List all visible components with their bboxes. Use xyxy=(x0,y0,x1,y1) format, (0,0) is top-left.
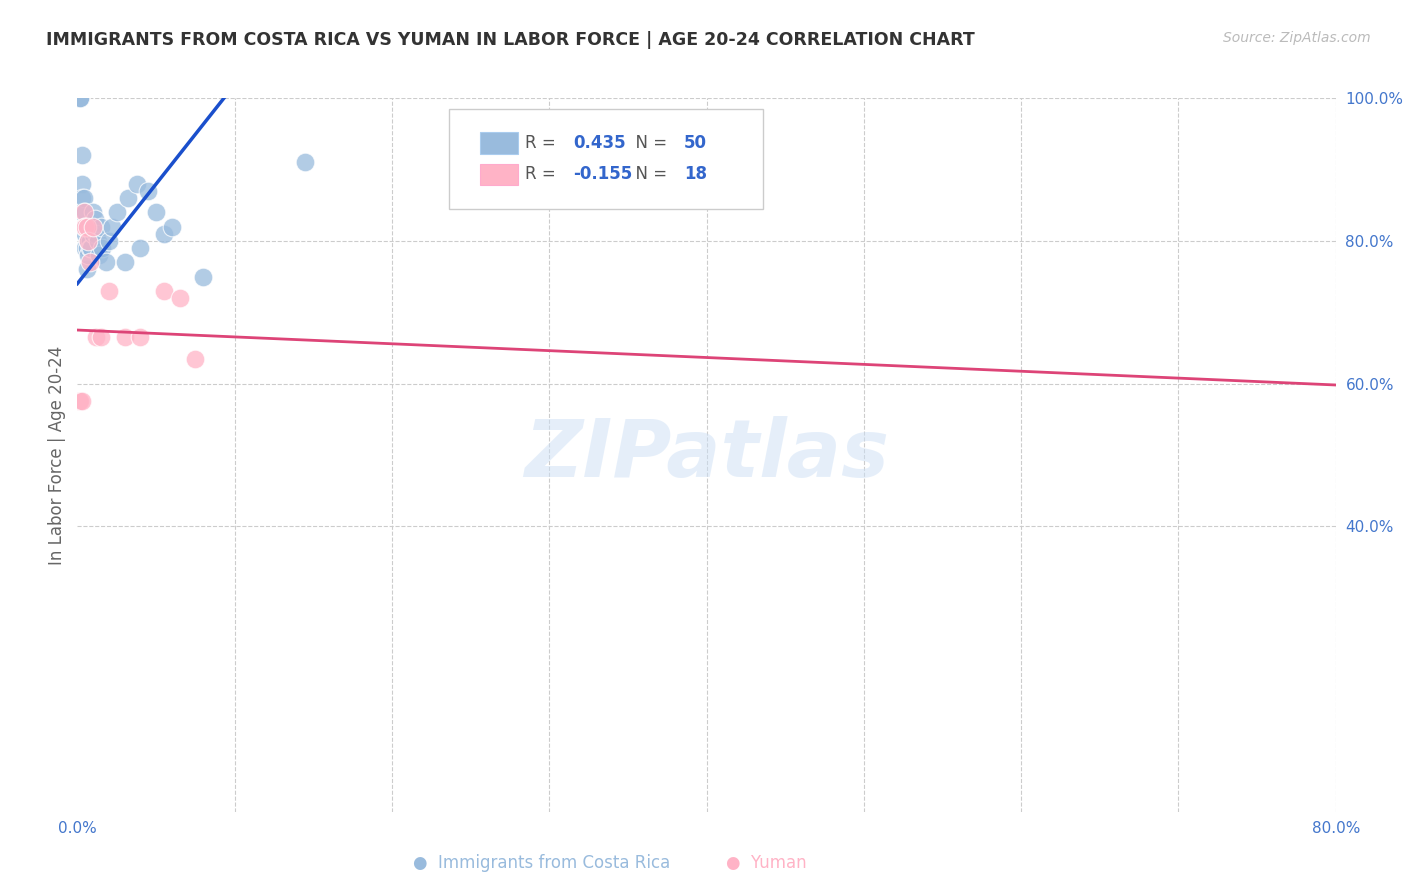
Text: R =: R = xyxy=(526,166,561,184)
Point xyxy=(76,219,98,234)
Text: ●  Immigrants from Costa Rica: ● Immigrants from Costa Rica xyxy=(413,855,669,872)
Point xyxy=(67,91,90,105)
Point xyxy=(160,219,183,234)
Point xyxy=(69,394,91,409)
Point xyxy=(101,219,124,234)
Point xyxy=(153,227,176,241)
Point xyxy=(70,148,93,162)
Point xyxy=(70,177,93,191)
Point xyxy=(69,91,91,105)
Point xyxy=(84,227,107,241)
Bar xyxy=(479,132,517,153)
Point xyxy=(90,330,112,344)
Point xyxy=(184,351,207,366)
Point xyxy=(70,205,93,219)
Point xyxy=(76,262,98,277)
Point xyxy=(91,241,114,255)
Point xyxy=(460,177,482,191)
Point xyxy=(72,219,94,234)
Point xyxy=(87,234,110,248)
Point xyxy=(77,248,100,262)
Point xyxy=(76,241,98,255)
Point xyxy=(97,284,120,298)
Point xyxy=(69,91,91,105)
Point xyxy=(136,184,159,198)
Point xyxy=(79,234,101,248)
Point xyxy=(169,291,191,305)
Point xyxy=(67,394,90,409)
Point xyxy=(75,227,97,241)
Point xyxy=(84,330,107,344)
Point xyxy=(69,91,91,105)
Point xyxy=(294,155,316,169)
Point xyxy=(105,205,128,219)
Point xyxy=(70,394,93,409)
Y-axis label: In Labor Force | Age 20-24: In Labor Force | Age 20-24 xyxy=(48,345,66,565)
FancyBboxPatch shape xyxy=(449,109,763,209)
Point xyxy=(79,255,101,269)
Point xyxy=(97,234,120,248)
Point xyxy=(191,269,215,284)
Text: N =: N = xyxy=(624,166,672,184)
Point xyxy=(145,205,167,219)
Point xyxy=(72,191,94,205)
Point xyxy=(82,227,104,241)
Point xyxy=(89,248,111,262)
Point xyxy=(77,219,100,234)
Point xyxy=(114,330,136,344)
Point xyxy=(70,191,93,205)
Text: -0.155: -0.155 xyxy=(574,166,633,184)
Point xyxy=(69,91,91,105)
Point xyxy=(75,205,97,219)
Point xyxy=(75,241,97,255)
Point xyxy=(82,205,104,219)
Point xyxy=(72,205,94,219)
Text: R =: R = xyxy=(526,134,561,152)
Point xyxy=(75,219,97,234)
Point xyxy=(83,212,105,227)
Point xyxy=(94,255,117,269)
Text: ●  Yuman: ● Yuman xyxy=(725,855,807,872)
Point xyxy=(67,91,90,105)
Text: 50: 50 xyxy=(683,134,707,152)
Point xyxy=(76,219,98,234)
Point xyxy=(82,219,104,234)
Point xyxy=(114,255,136,269)
Text: 0.435: 0.435 xyxy=(574,134,626,152)
Point xyxy=(153,284,176,298)
Point xyxy=(80,241,103,255)
Point xyxy=(77,234,100,248)
Point xyxy=(90,219,112,234)
Point xyxy=(69,91,91,105)
Text: N =: N = xyxy=(624,134,672,152)
Point xyxy=(72,219,94,234)
Point xyxy=(129,241,152,255)
Point xyxy=(117,191,139,205)
Text: 18: 18 xyxy=(683,166,707,184)
Text: IMMIGRANTS FROM COSTA RICA VS YUMAN IN LABOR FORCE | AGE 20-24 CORRELATION CHART: IMMIGRANTS FROM COSTA RICA VS YUMAN IN L… xyxy=(46,31,976,49)
Point xyxy=(77,234,100,248)
Bar xyxy=(479,164,517,186)
Point xyxy=(129,330,152,344)
Text: ZIPatlas: ZIPatlas xyxy=(524,416,889,494)
Point xyxy=(127,177,149,191)
Point xyxy=(79,241,101,255)
Point xyxy=(67,91,90,105)
Point xyxy=(80,219,103,234)
Text: Source: ZipAtlas.com: Source: ZipAtlas.com xyxy=(1223,31,1371,45)
